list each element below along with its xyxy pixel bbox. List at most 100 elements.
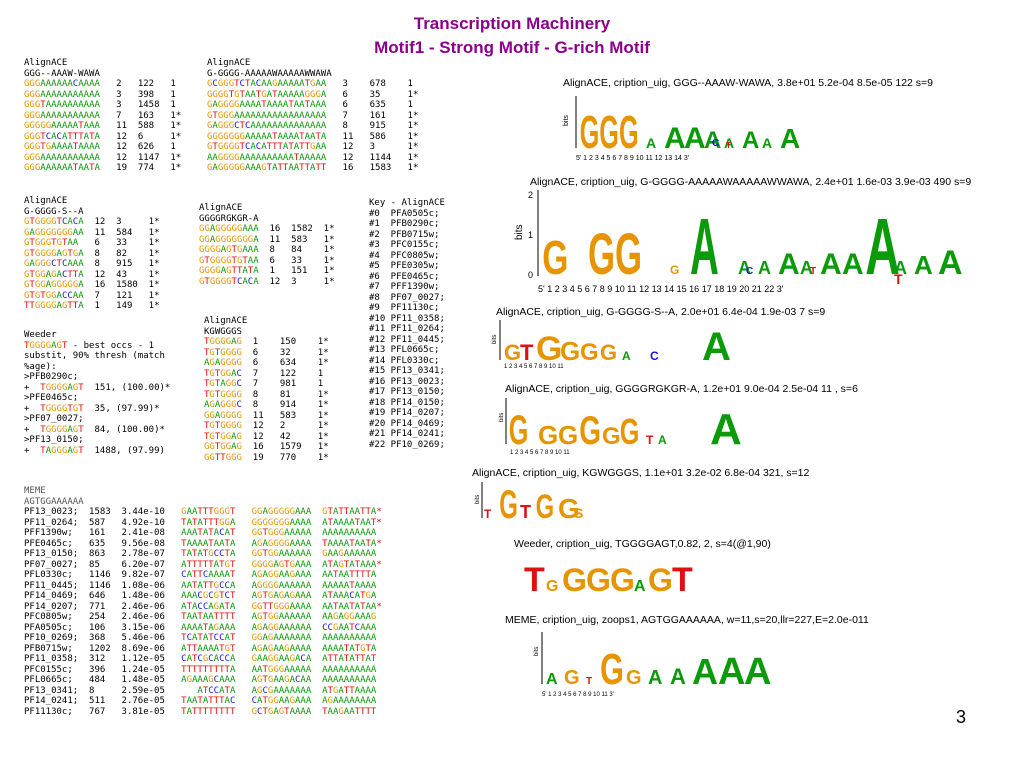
svg-text:G: G [579, 409, 601, 453]
sequence: AAAAAAAAAA [322, 664, 377, 675]
logo3-caption: AlignACE, cription_uig, G-GGGG-S--A, 2.0… [496, 306, 826, 318]
sequence: GGGGAGTTATA [199, 266, 259, 276]
sequence: TAAAATAATA [181, 538, 236, 549]
sequence: GGGAAAAAACAAAA [24, 79, 100, 89]
table-row: GGAGGGGGGGA 11 583 1* [199, 235, 335, 246]
svg-text:G: G [670, 263, 679, 277]
table-row: GGGTCACATTTATA 12 6 1* [24, 132, 181, 143]
row-values: 6 33 1* [78, 238, 160, 248]
svg-text:A: A [622, 349, 631, 363]
table-header: KGWGGGS [204, 326, 242, 337]
table-row: GGGGGAAAAATAAA 11 588 1* [24, 121, 181, 132]
svg-text:A: A [704, 127, 721, 154]
table-header: AlignACE [24, 58, 68, 68]
sequence: AGAGGGG [204, 358, 242, 368]
meme-row: PFL0665c; 484 1.48e-05 AGAAAGCAAA AGTGAA… [24, 675, 377, 685]
row-values: 8 914 1* [241, 400, 329, 410]
sequence: TGGGGTGT [40, 403, 84, 414]
sequence-logo-1: bits GGG A A A A A A A A C T 5' 1 2 3 4 … [563, 96, 800, 162]
weeder-block: Weeder TGGGGAGT - best occs - 1 substit, 9… [24, 330, 170, 456]
sequence: ATAGTATAAA [322, 559, 377, 570]
sequence: GAAGAAAAAA [322, 549, 377, 559]
sequence: GGGTCACATTTATA [24, 131, 100, 142]
row-values: 16 1583 1* [326, 163, 419, 173]
meme-row: PF14_0469; 646 1.48e-06 AAACGCGTCT AGTGA… [24, 591, 377, 601]
meme-row: PF11_0358; 312 1.12e-05 CATCGCACCA GAAGG… [24, 654, 377, 664]
meme-row: PF11_0445; 1146 1.08e-06 AATATTGCCA AGGG… [24, 580, 377, 591]
meme-row: PF14_0207; 771 2.46e-06 ATACCAGATA GGTTG… [24, 601, 382, 612]
sequence: GTGGGTGTAA [24, 238, 79, 248]
svg-text:A: A [758, 258, 771, 278]
page-subtitle: Motif1 - Strong Motif - G-rich Motif [374, 38, 650, 57]
sequence: AGTGAGAGAAA [251, 591, 312, 601]
row-values: 12 3 1* [258, 276, 335, 287]
meme-table: MEME AGTGGAAAAAA PF13_0023; 1583 3.44e-10 … [24, 486, 382, 717]
row-values: 6 635 1 [326, 100, 413, 110]
key-row: #17 PF13_0150; [369, 387, 445, 397]
meme-row: PF13_0341; 8 2.59e-05 ATCCATA AGCGAAAAAA… [24, 685, 377, 696]
row-values: 16 1582 1* [258, 224, 335, 234]
sequence: TGGGGAGT [40, 424, 84, 435]
svg-text:A: A [702, 325, 731, 369]
table-row: GAGGGGAAAATAAAATAATAAA 6 635 1 [207, 100, 418, 111]
row-values: 16 1580 1* [83, 280, 160, 290]
sequence: AGAAAAAAAA [322, 696, 377, 706]
svg-text:G: G [610, 562, 635, 597]
key-row: #12 PF11_0445; [369, 334, 445, 345]
row-values: 2 122 1 [99, 79, 176, 89]
sequence-logo-3: bits G T G G G G A C A 1 2 3 4 5 6 7 8 9… [492, 320, 731, 370]
svg-text:G: G [620, 412, 640, 453]
svg-text:A: A [670, 664, 686, 689]
sequence: GGGAAAAAATAATA [24, 163, 100, 173]
table-row: GGTGGAG 16 1579 1* [204, 442, 329, 453]
alignace-table-1: AlignACE GGG--AAAW-WAWA GGGAAAAAACAAAA 2 1… [24, 58, 181, 174]
svg-text:A: A [646, 135, 656, 151]
weeder-line: %age): [24, 361, 57, 372]
svg-text:G: G [562, 562, 587, 597]
row-values: 8 84 1* [258, 245, 335, 255]
key-row: #19 PF14_0207; [369, 408, 445, 418]
row-values: 11 583 1* [258, 234, 335, 245]
row-values: 8 82 1* [83, 248, 160, 259]
svg-text:T: T [810, 266, 816, 277]
svg-text:A: A [658, 433, 667, 447]
sequence: GTGGAGGGGGA [24, 280, 84, 290]
sequence: GTGGGGTGTAA [199, 255, 259, 266]
svg-text:A: A [710, 405, 742, 454]
row-values: 11 584 1* [83, 227, 160, 238]
row-values: 1 150 1* [241, 337, 329, 347]
svg-text:0: 0 [528, 270, 533, 280]
sequence: TGTGGGG [204, 347, 242, 358]
sequence: AAGGGGAAAAAAAAAATAAAAA [207, 152, 327, 163]
key-row: #21 PF14_0241; [369, 429, 445, 439]
sequence: AAAAAAAAAA [322, 528, 377, 538]
sequence: AAGAGGAAAG [322, 612, 377, 622]
sequence: ATGATTAAAA [322, 685, 377, 696]
row-values: 1 149 1* [83, 301, 160, 311]
row-values: 6 32 1* [241, 347, 329, 358]
sequence: TAAGAATTTT [322, 706, 377, 717]
row-values: 6 634 1* [241, 358, 329, 368]
meme-row: PFA0505c; 106 3.15e-06 AAAATAGAAA AGAGGA… [24, 622, 377, 633]
sequence-logo-5: bits T G T G G S [475, 482, 583, 524]
svg-text:A: A [738, 258, 751, 278]
sequence: AAAAATAAAA [322, 580, 377, 591]
svg-text:A: A [648, 667, 662, 689]
table-row: AGAGGGG 6 634 1* [204, 358, 329, 369]
sequence: CATGGAAGAAA [251, 696, 312, 706]
sequence: GAGGGGGAAAGTATTAATTATT [207, 163, 327, 173]
svg-text:A: A [762, 135, 772, 151]
meme-row: PF11130c; 767 3.81e-05 TATTTTTTTT GCTGAG… [24, 706, 377, 717]
sequence: TATTTTTTTT [181, 706, 236, 717]
sequence: GAGGGCTCAAAAAAAAAAAAAA [207, 121, 327, 131]
row-values: 7 161 1* [326, 110, 419, 121]
sequence: TGTGGGG [204, 389, 242, 400]
table-row: GGGGTGTAATGATAAAAAGGGA 6 35 1* [207, 90, 418, 101]
table-row: GGGAAAAAAAAAAA 3 398 1 [24, 90, 181, 101]
meme-row: PF07_0027; 85 6.20e-07 ATTTTTATGT GGGGAG… [24, 559, 382, 570]
svg-text:GGG: GGG [580, 106, 639, 158]
sequence-logo-2: bits 012 G GG G A A A A A A A A A A A C … [514, 190, 963, 294]
sequence: AGAGGGC [204, 400, 242, 410]
svg-text:T: T [894, 271, 903, 287]
table-header: AlignACE [207, 58, 251, 68]
